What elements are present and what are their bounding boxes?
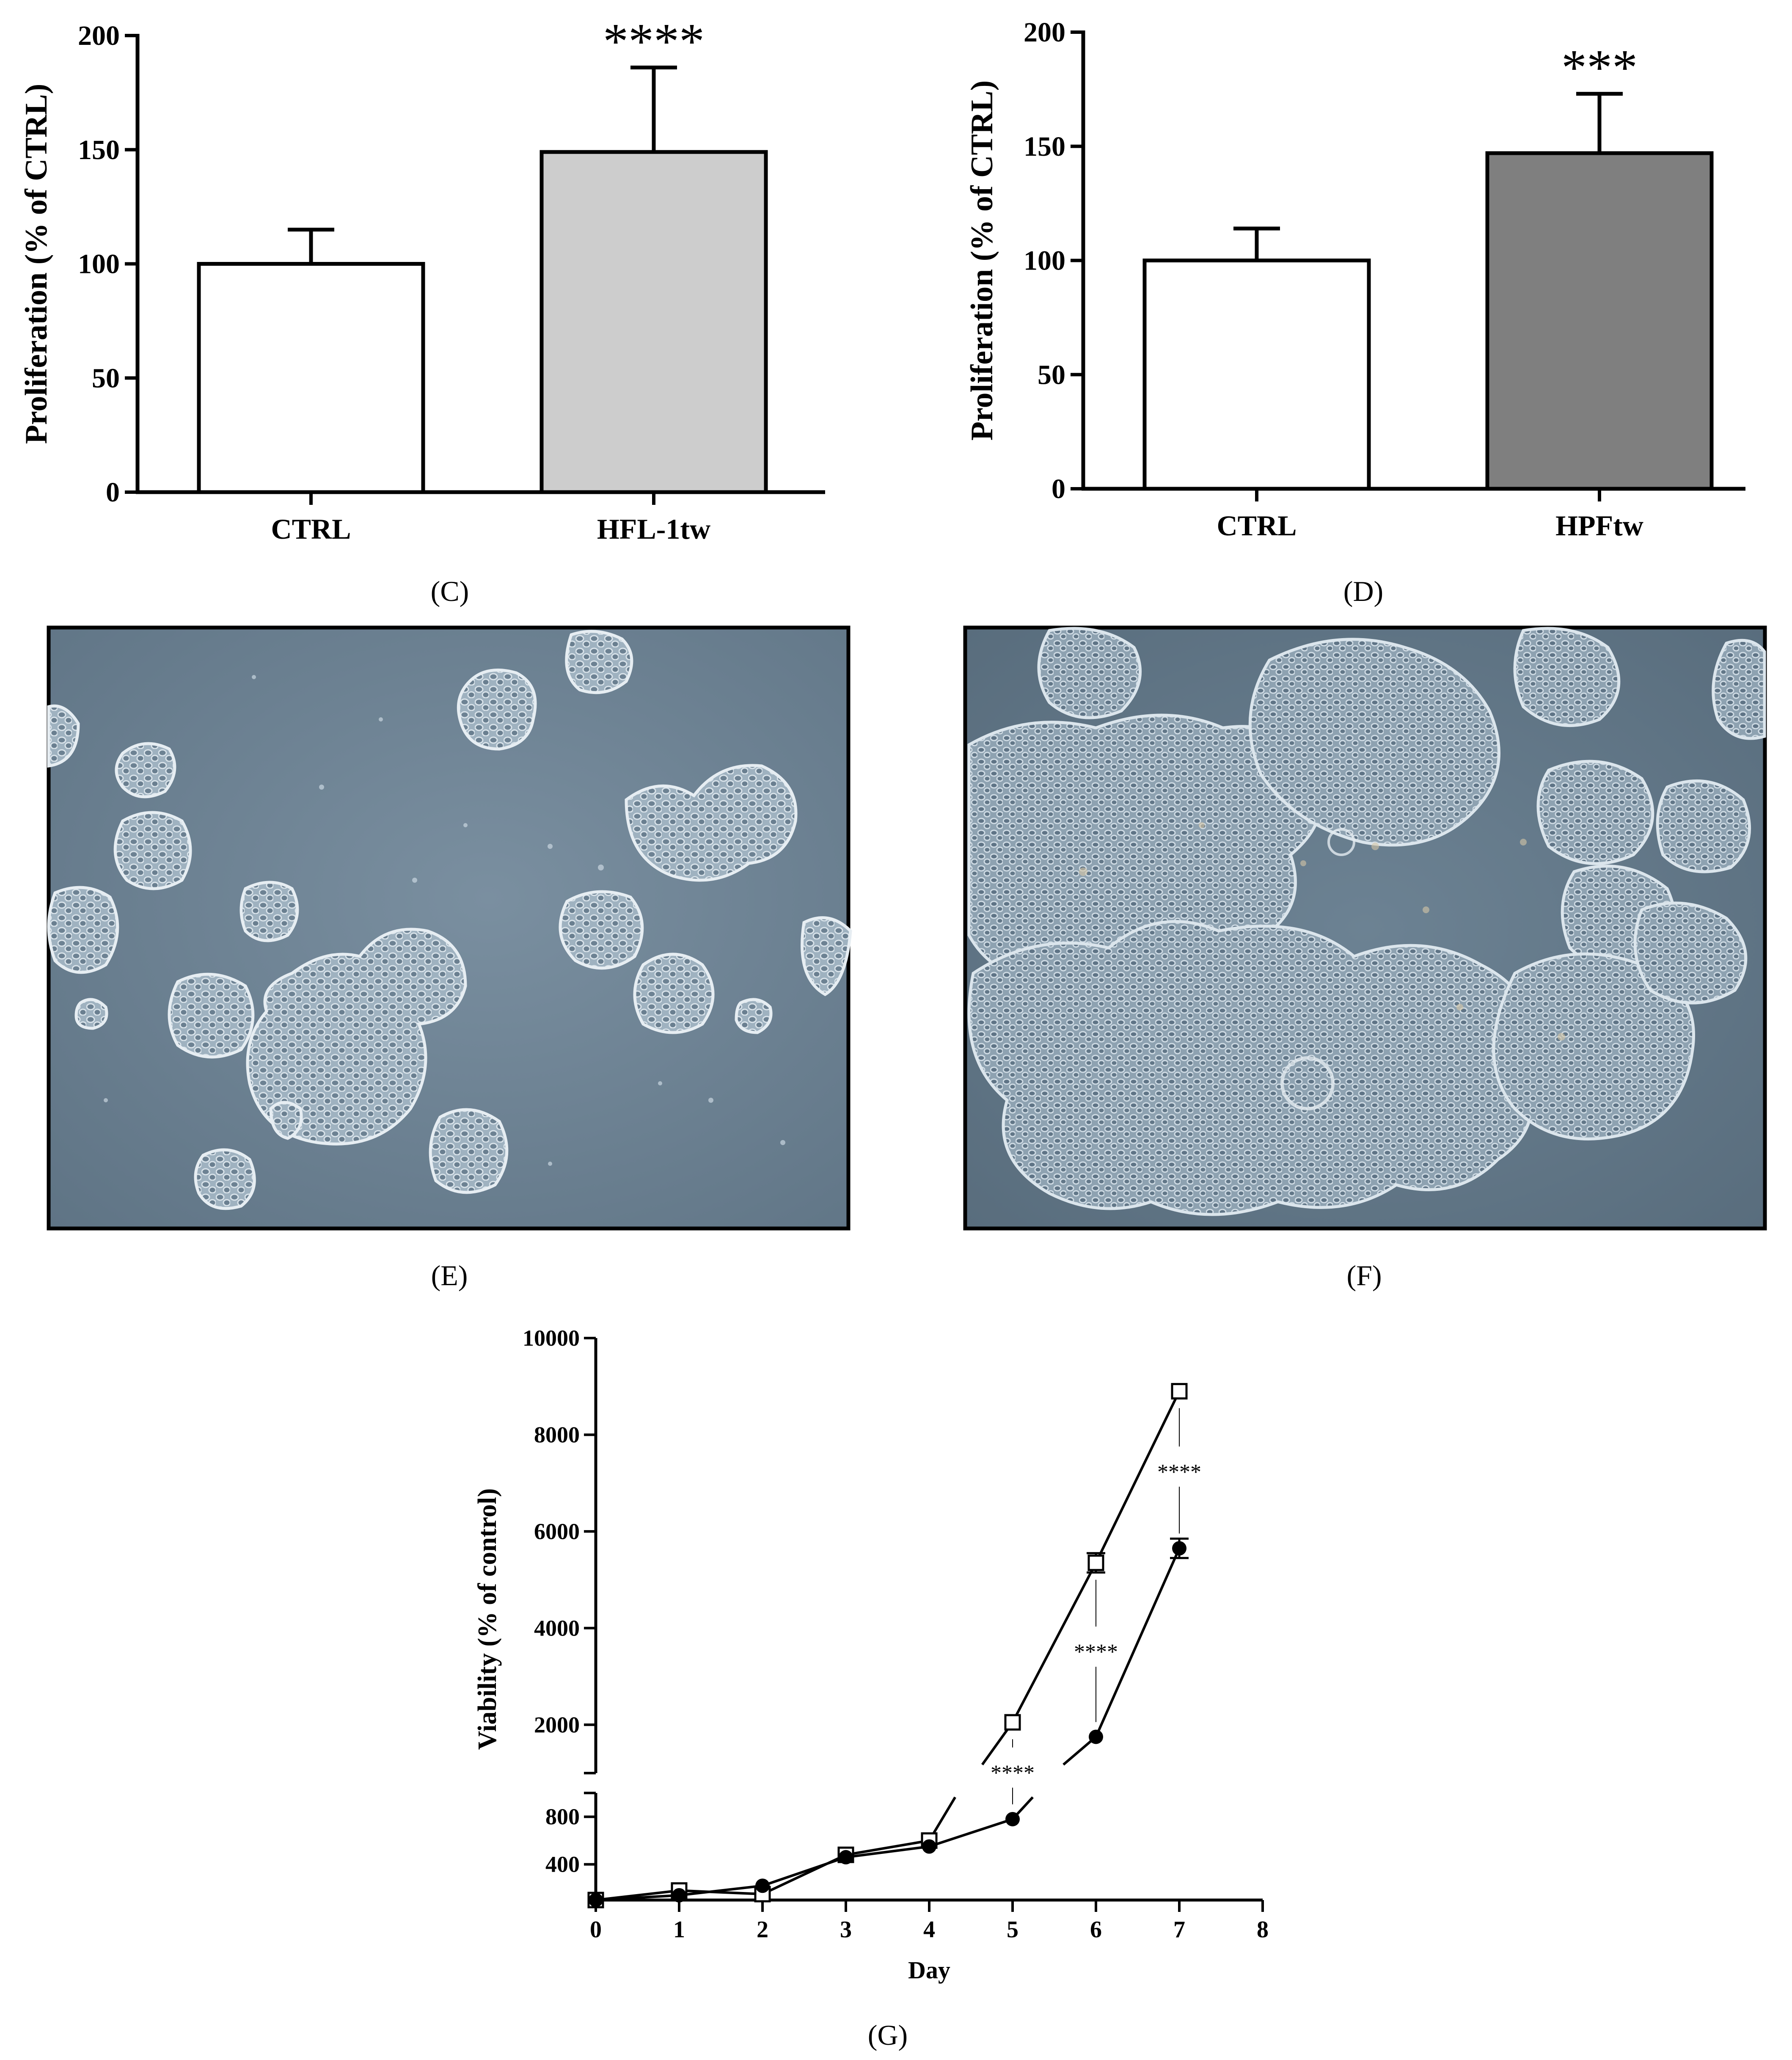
series-line	[595, 1894, 680, 1901]
x-tick-label: HPFtw	[1555, 509, 1643, 542]
x-tick-label: CTRL	[271, 513, 351, 545]
y-tick-label: 200	[1024, 17, 1065, 48]
y-tick-label: 400	[545, 1852, 580, 1877]
y-tick-label: 50	[1038, 359, 1065, 390]
y-tick-label: 0	[1052, 474, 1065, 504]
bar	[540, 150, 768, 494]
series-line	[762, 1856, 846, 1887]
y-tick-label: 100	[78, 249, 120, 280]
significance-label: ****	[991, 1761, 1035, 1785]
marker-filled-circle	[1089, 1730, 1103, 1744]
y-tick-label: 0	[106, 477, 120, 508]
bar	[1485, 151, 1714, 491]
significance-label: ****	[603, 13, 705, 69]
panel-label-e: (E)	[431, 1259, 468, 1292]
x-tick-label: 5	[1007, 1917, 1018, 1943]
y-tick-label: 50	[92, 363, 120, 394]
y-tick-label: 150	[1024, 131, 1065, 162]
marker-filled-circle	[672, 1888, 686, 1903]
x-tick-label: 7	[1173, 1917, 1185, 1943]
bar-chart-c: 0 50 100 150 200 Proliferation (% of CTRL) CTR…	[19, 13, 825, 545]
marker-filled-circle	[922, 1839, 936, 1854]
y-tick-label: 2000	[534, 1712, 580, 1738]
x-tick-label: CTRL	[1217, 509, 1297, 542]
x-tick-label: 2	[757, 1917, 768, 1943]
bar	[197, 262, 425, 494]
series-line	[1095, 1391, 1181, 1564]
marker-filled-circle	[1005, 1812, 1020, 1826]
marker-filled-circle	[589, 1893, 603, 1907]
series-line	[1095, 1548, 1181, 1738]
series-line	[845, 1845, 930, 1859]
series-line	[679, 1889, 763, 1895]
x-tick-label: 4	[923, 1917, 935, 1943]
y-tick-label: 800	[545, 1804, 580, 1829]
x-tick-label: 6	[1090, 1917, 1102, 1943]
marker-open-square	[1087, 1554, 1104, 1571]
y-tick-label: 4000	[534, 1615, 580, 1641]
marker-open-square	[1004, 1714, 1021, 1731]
x-tick-label: 8	[1257, 1917, 1269, 1943]
micrograph-e	[47, 625, 852, 1231]
marker-filled-circle	[755, 1878, 770, 1893]
y-tick-label: 100	[1024, 245, 1065, 276]
bar-chart-d: 0 50 100 150 200 Proliferation (% of CTRL) CTR…	[965, 17, 1745, 542]
x-tick-label: 3	[840, 1917, 852, 1943]
marker-open-square	[1171, 1383, 1188, 1400]
micrograph-f	[963, 625, 1767, 1231]
x-tick-label: 0	[590, 1917, 602, 1943]
y-axis-title: Viability (% of control)	[473, 1488, 502, 1750]
significance-label: ***	[1561, 39, 1638, 96]
bar	[1142, 259, 1371, 491]
panel-label-g: (G)	[868, 2019, 908, 2051]
panel-label-d: (D)	[1343, 575, 1383, 607]
y-tick-label: 6000	[534, 1519, 580, 1544]
x-axis-title: Day	[908, 1956, 950, 1984]
y-axis-title: Proliferation (% of CTRL)	[965, 80, 999, 441]
y-axis-title: Proliferation (% of CTRL)	[19, 84, 54, 444]
marker-filled-circle	[839, 1850, 853, 1864]
significance-label: ****	[1074, 1640, 1118, 1664]
marker-filled-circle	[1172, 1541, 1186, 1556]
y-tick-label: 200	[78, 20, 120, 51]
panel-label-c: (C)	[431, 575, 469, 607]
series-line	[929, 1818, 1013, 1848]
x-tick-label: 1	[673, 1917, 685, 1943]
series-line	[1011, 1562, 1097, 1723]
y-tick-label: 8000	[534, 1422, 580, 1447]
y-tick-label: 10000	[523, 1325, 580, 1351]
series-line	[845, 1839, 930, 1856]
panel-label-f: (F)	[1346, 1259, 1382, 1292]
y-tick-label: 150	[78, 135, 120, 165]
x-tick-label: HFL-1tw	[597, 513, 710, 545]
significance-label: ****	[1157, 1460, 1201, 1484]
series-line	[679, 1884, 763, 1897]
